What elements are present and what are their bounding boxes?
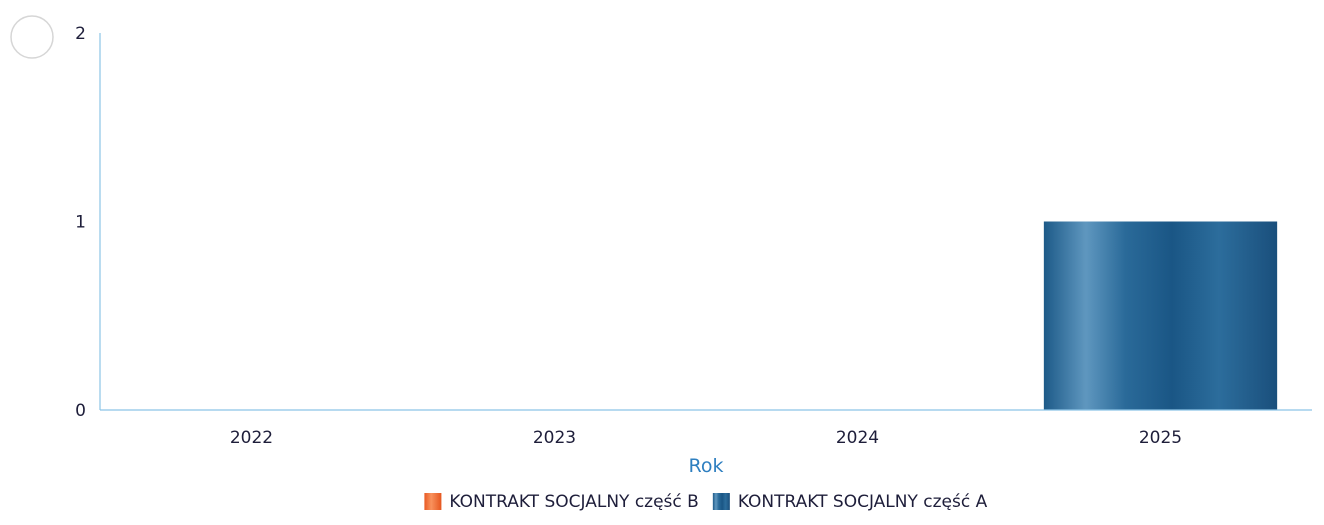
y-axis-ticks: 0 1 2 (75, 24, 86, 421)
bar-2025-series-2 (1043, 221, 1278, 410)
legend-label: KONTRAKT SOCJALNY część A (738, 492, 988, 512)
bars (1043, 221, 1278, 410)
legend-swatch (712, 493, 730, 510)
legend: KONTRAKT SOCJALNY część B KONTRAKT SOCJAL… (424, 492, 988, 512)
legend-item-series-2: KONTRAKT SOCJALNY część A (712, 492, 988, 512)
x-tick-label: 2024 (836, 428, 879, 448)
legend-label: KONTRAKT SOCJALNY część B (449, 492, 698, 512)
y-tick-label: 2 (75, 24, 86, 44)
x-axis-ticks: 2022 2023 2024 2025 (230, 428, 1182, 448)
y-tick-label: 1 (75, 213, 86, 233)
legend-item-series-1: KONTRAKT SOCJALNY część B (424, 492, 699, 512)
legend-swatch (424, 493, 442, 510)
decorative-circle-icon (10, 15, 54, 59)
y-tick-label: 0 (75, 401, 86, 421)
x-tick-label: 2022 (230, 428, 273, 448)
x-axis-title: Rok (689, 455, 724, 477)
x-tick-label: 2023 (533, 428, 576, 448)
x-tick-label: 2025 (1139, 428, 1182, 448)
